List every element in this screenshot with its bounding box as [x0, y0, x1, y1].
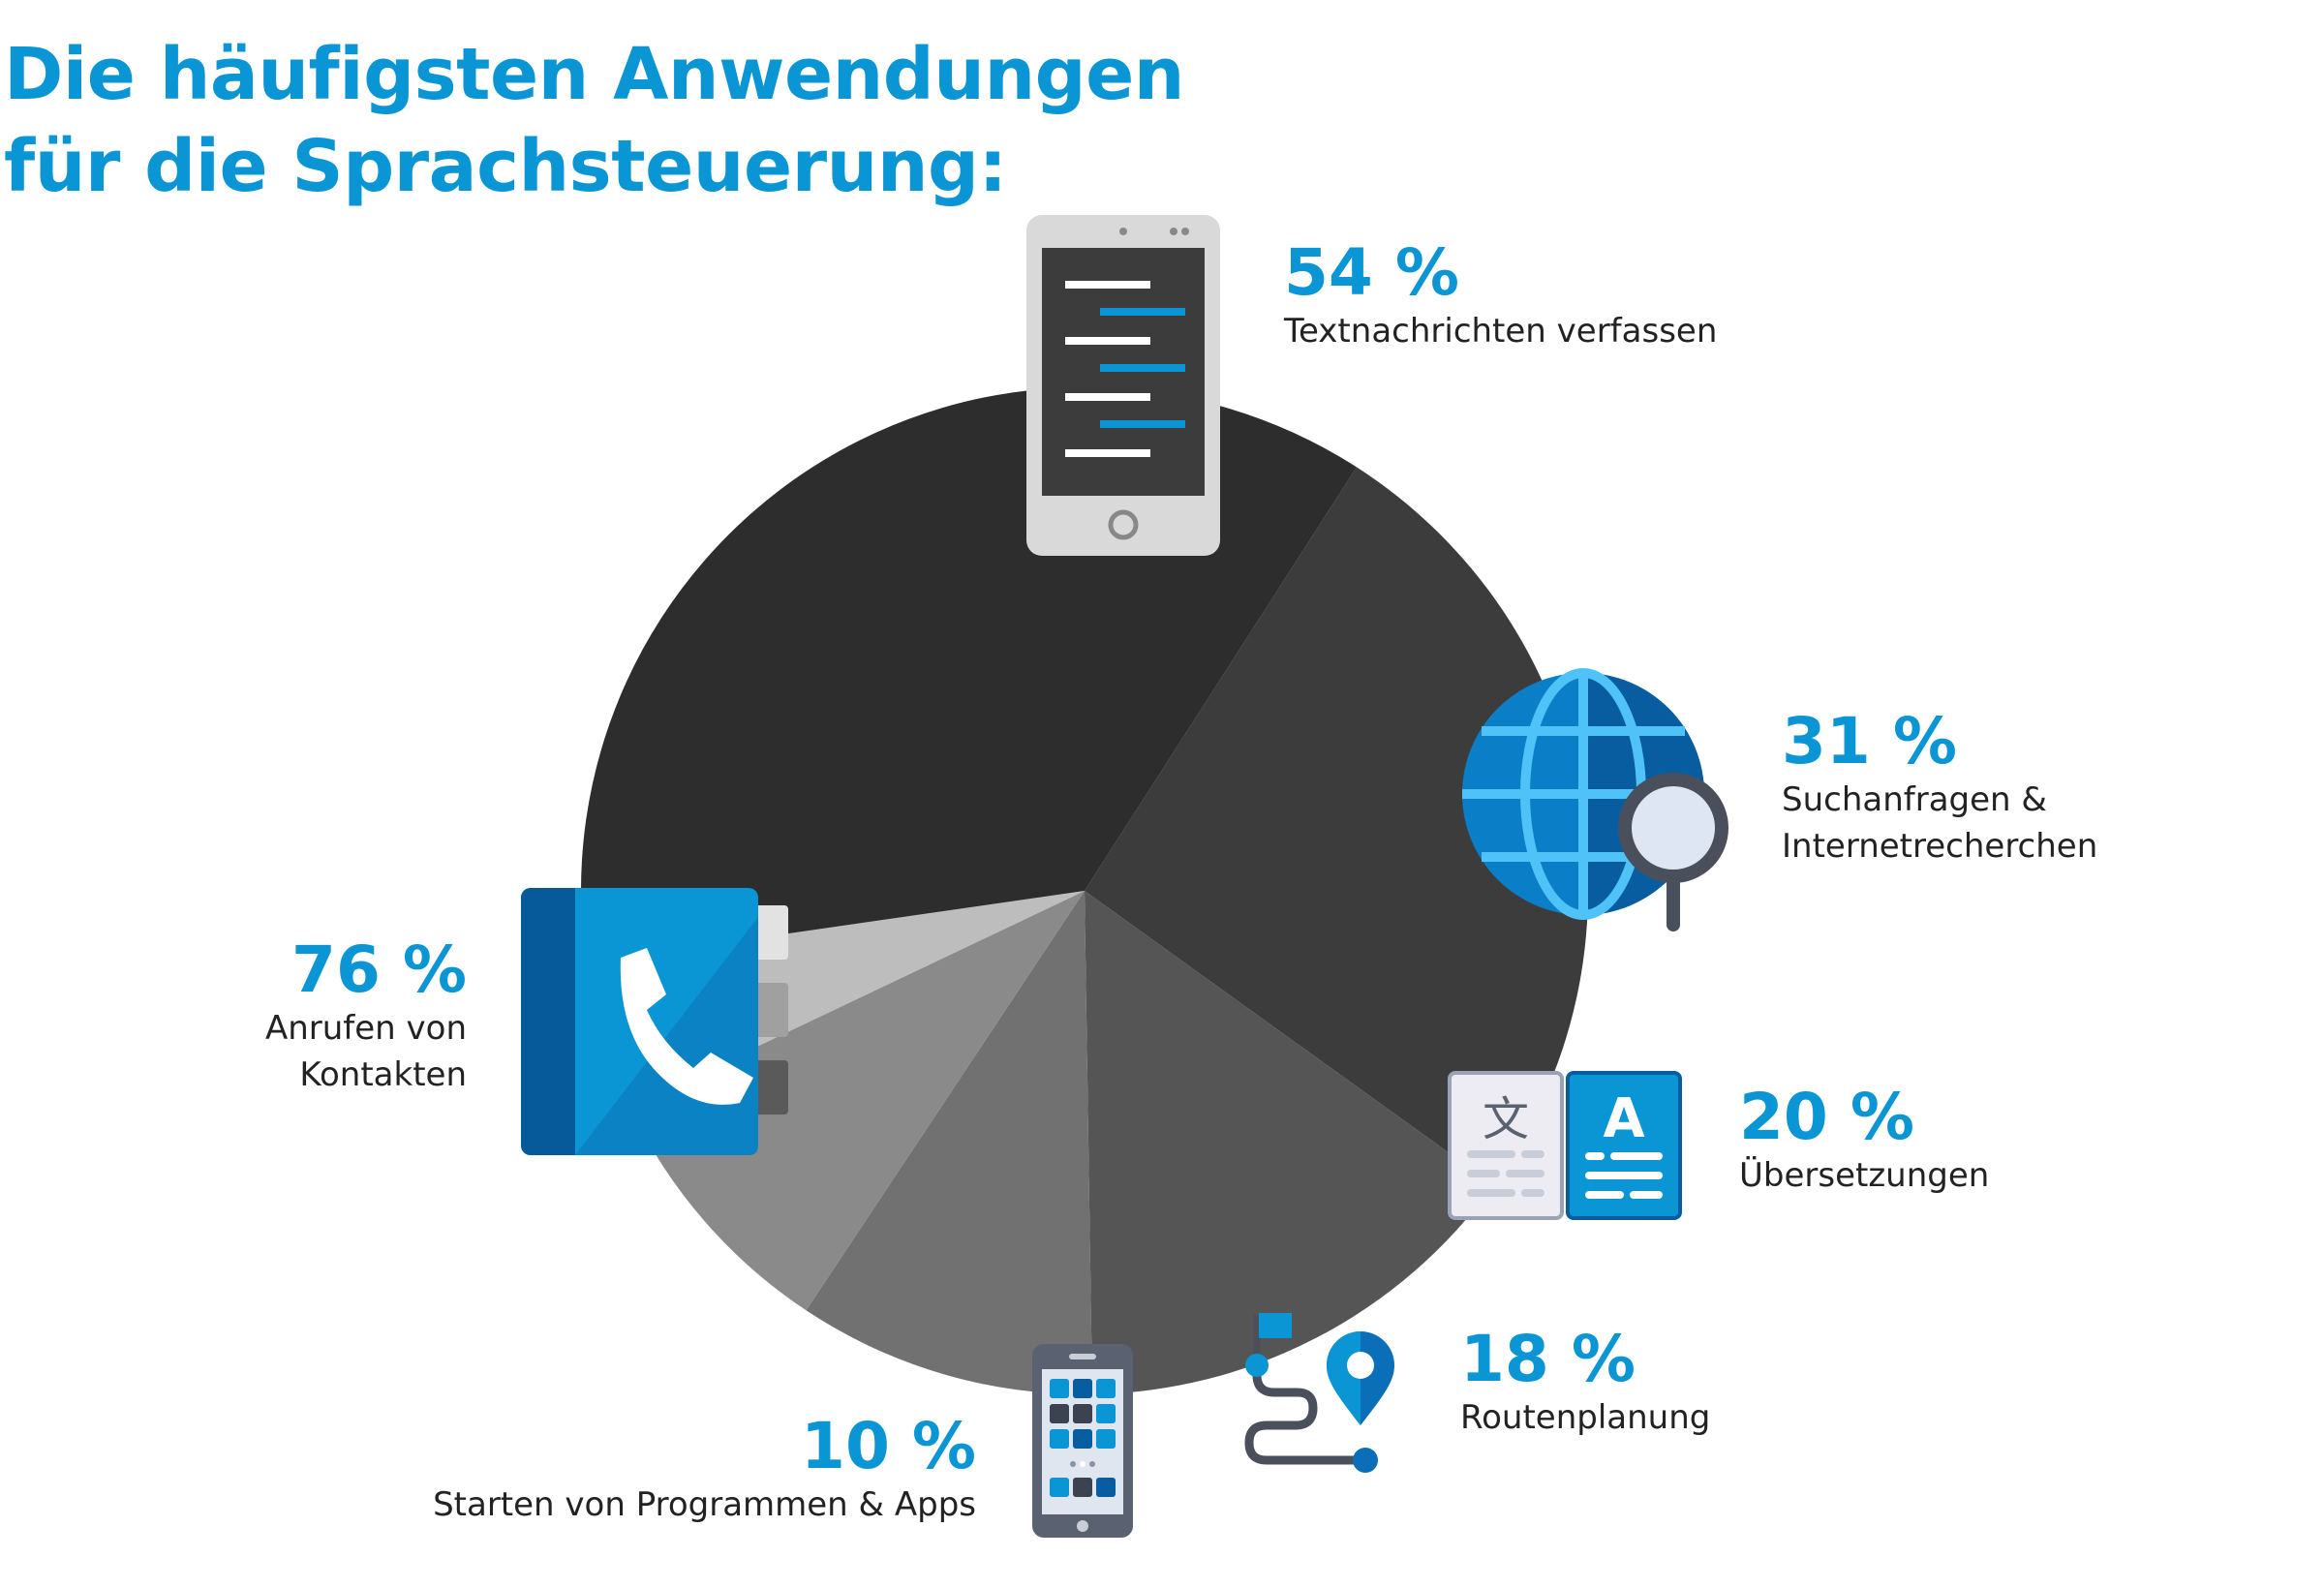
value-label: 20 % — [1739, 1080, 1914, 1154]
globe-search-icon — [1462, 668, 1728, 931]
pie-slice-routenplanung — [629, 891, 1085, 1311]
label-programme-apps: 10 % Starten von Programmen & Apps — [290, 1412, 976, 1528]
chart-title-line-1: Die häufigsten Anwendungen — [4, 33, 1184, 116]
pie-slice-suchanfragen-internetrecherchen — [1085, 891, 1494, 1394]
svg-text:A: A — [1603, 1087, 1645, 1150]
route-icon — [1244, 1313, 1394, 1473]
value-label: 76 % — [291, 932, 467, 1007]
category-label-line-2: Kontakten — [299, 1055, 467, 1094]
label-anrufen: 76 % Anrufen von Kontakten — [174, 935, 467, 1098]
value-label: 31 % — [1782, 704, 1957, 779]
category-label: Übersetzungen — [1739, 1156, 1990, 1195]
category-label: Textnachrichten verfassen — [1284, 312, 1718, 351]
chart-title: Die häufigsten Anwendungen für die Sprac… — [4, 29, 1263, 213]
value-label: 10 % — [801, 1409, 976, 1483]
svg-text:文: 文 — [1483, 1092, 1529, 1146]
translate-icon: 文 A — [1448, 1071, 1682, 1220]
pie-slice-textnachrichten-verfassen — [1085, 467, 1588, 1185]
label-textnachrichten: 54 % Textnachrichten verfassen — [1284, 238, 1717, 354]
category-label-line-2: Internetrecherchen — [1782, 827, 2098, 866]
category-label: Routenplanung — [1460, 1398, 1711, 1437]
smartphone-text-icon — [1026, 215, 1220, 556]
label-uebersetzungen: 20 % Übersetzungen — [1739, 1083, 1989, 1199]
category-label: Starten von Programmen & Apps — [433, 1485, 976, 1524]
category-label-line-1: Anrufen von — [264, 1009, 467, 1048]
value-label: 54 % — [1284, 235, 1459, 310]
smartphone-apps-icon — [1032, 1344, 1133, 1538]
phone-book-icon — [521, 888, 788, 1155]
category-label-line-1: Suchanfragen & — [1782, 780, 2047, 819]
label-suchanfragen: 31 % Suchanfragen & Internetrecherchen — [1782, 707, 2097, 870]
pie-slice-übersetzungen — [806, 891, 1093, 1395]
value-label: 18 % — [1460, 1322, 1636, 1396]
chart-title-line-2: für die Sprachsteuerung: — [4, 125, 1007, 208]
label-routenplanung: 18 % Routenplanung — [1460, 1325, 1710, 1441]
